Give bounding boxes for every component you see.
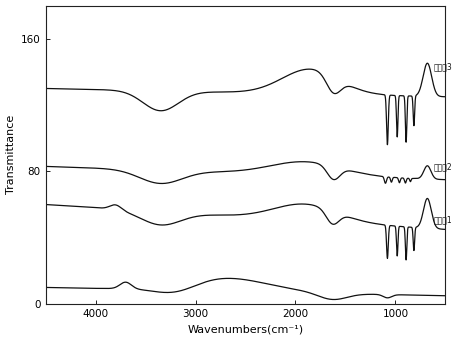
Y-axis label: Transmittance: Transmittance <box>6 115 16 194</box>
Text: 实验例1: 实验例1 <box>433 215 452 224</box>
Text: 实验例3: 实验例3 <box>433 63 452 71</box>
X-axis label: Wavenumbers(cm⁻¹): Wavenumbers(cm⁻¹) <box>187 324 303 335</box>
Text: 实验例2: 实验例2 <box>433 162 452 171</box>
